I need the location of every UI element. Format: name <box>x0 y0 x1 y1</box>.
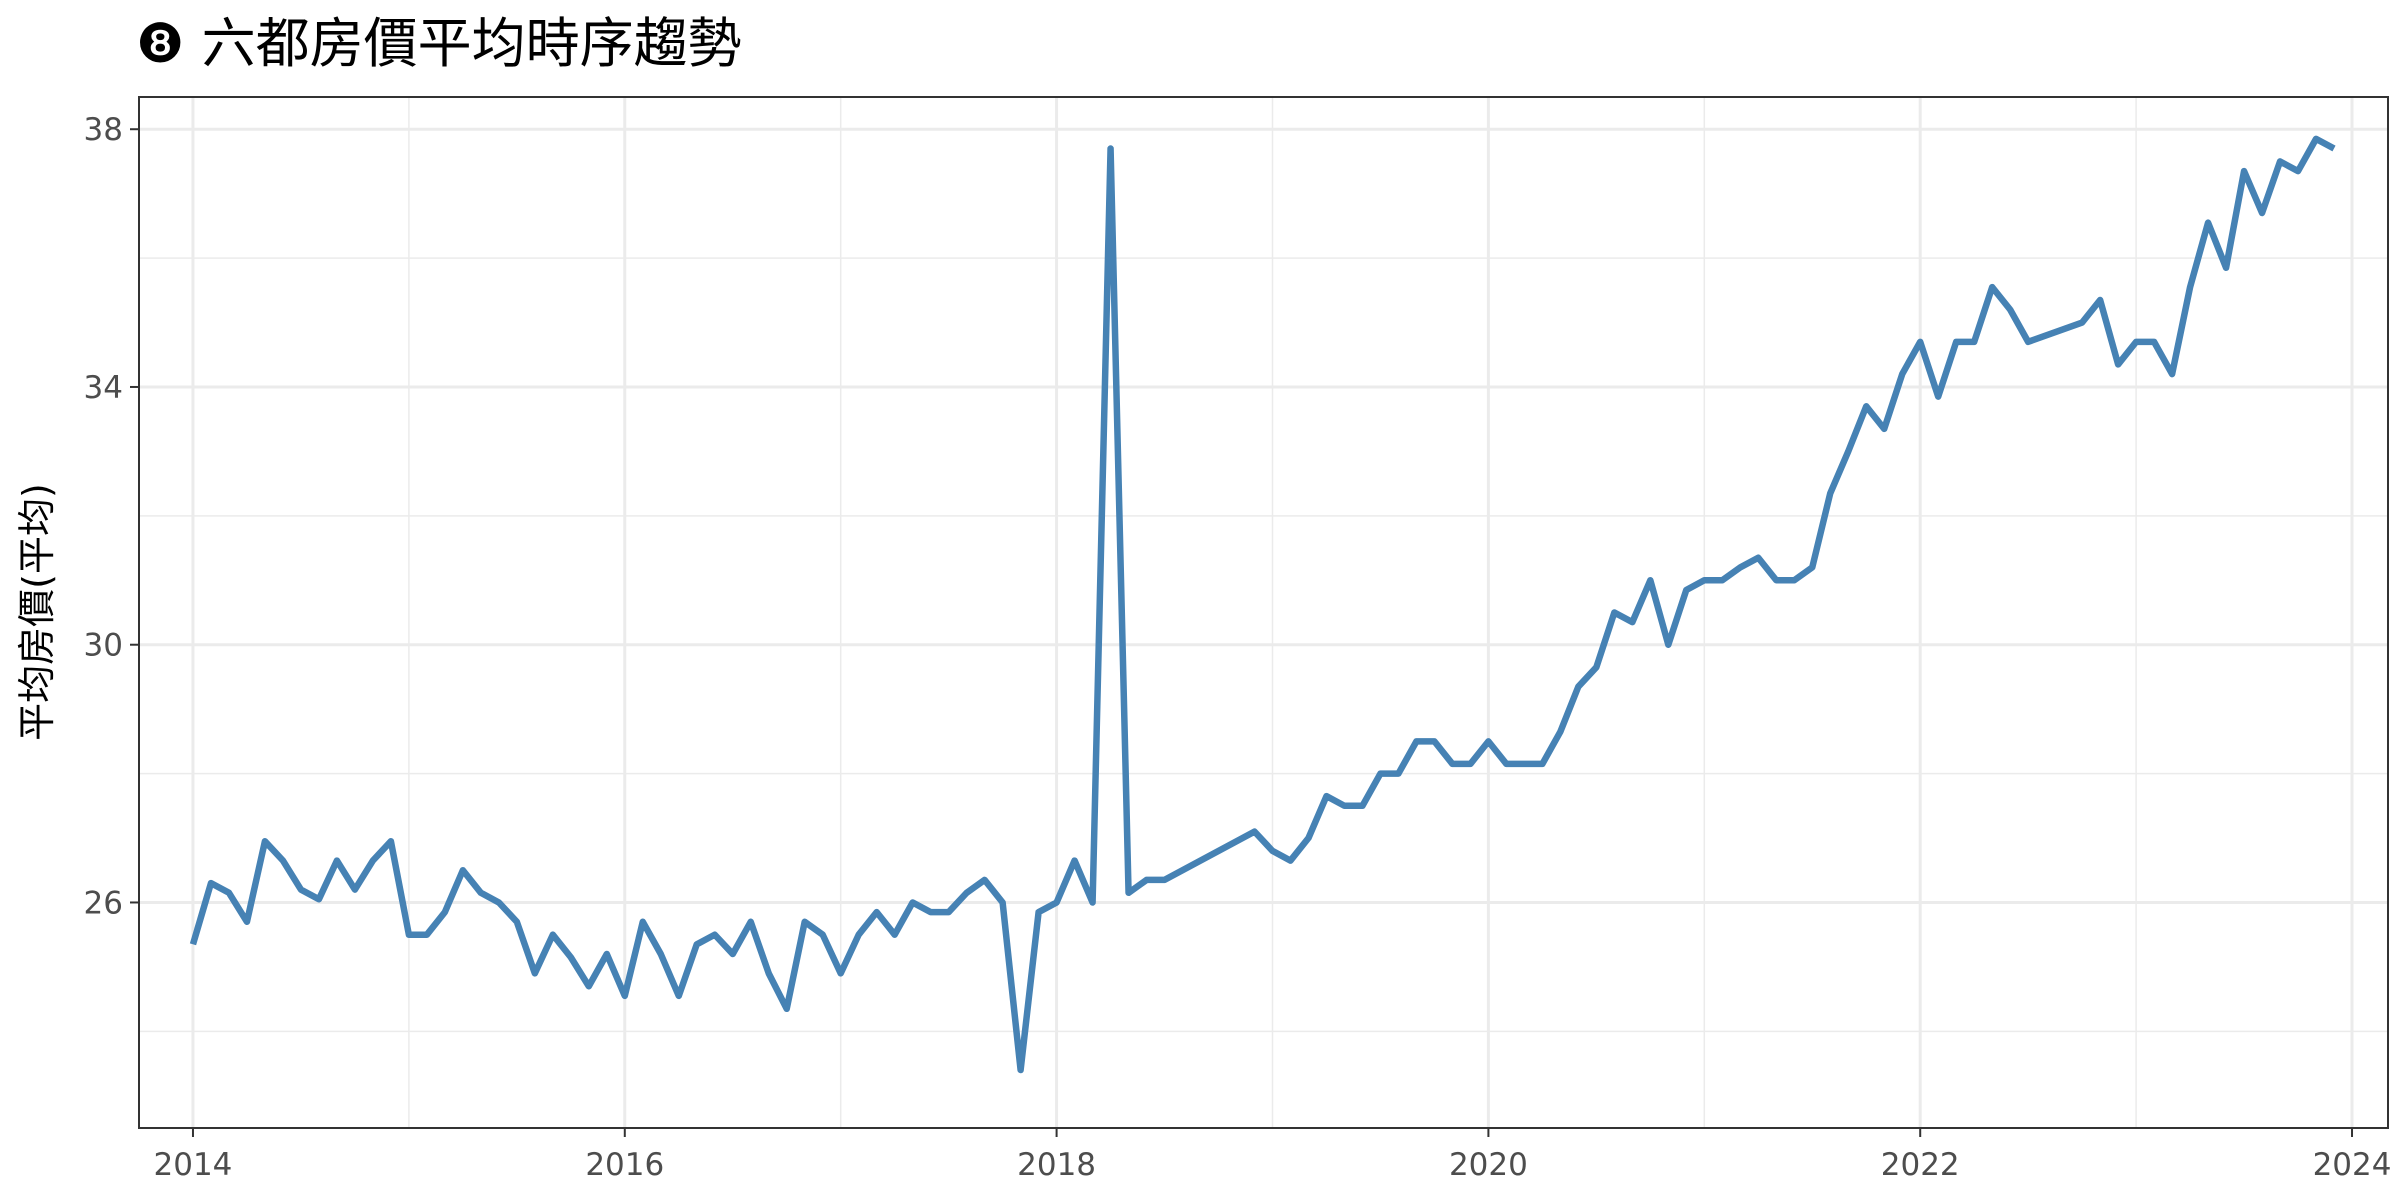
y-tick-label: 30 <box>84 628 123 664</box>
plot-area <box>139 97 2388 1128</box>
y-tick-label: 34 <box>84 370 123 406</box>
x-tick-label: 2020 <box>1449 1147 1528 1183</box>
y-axis-title: 平均房價(平均) <box>15 483 59 741</box>
y-tick-label: 26 <box>84 885 123 921</box>
y-tick-label: 38 <box>84 112 123 148</box>
minor-gridlines <box>139 97 2388 1128</box>
series-layer <box>189 135 2336 1074</box>
x-tick-label: 2024 <box>2313 1147 2392 1183</box>
x-axis: 2014 2016 2018 2020 2022 2024 <box>154 1128 2392 1183</box>
plot-border <box>138 96 2389 1129</box>
chart-title: ❽ 六都房價平均時序趨勢 <box>136 12 742 75</box>
major-gridlines <box>139 97 2388 1128</box>
x-tick-label: 2018 <box>1017 1147 1096 1183</box>
x-tick-label: 2022 <box>1881 1147 1960 1183</box>
series-line <box>189 135 2336 1074</box>
x-tick-label: 2014 <box>154 1147 233 1183</box>
y-axis: 26 30 34 38 <box>84 112 139 921</box>
x-tick-label: 2016 <box>585 1147 664 1183</box>
